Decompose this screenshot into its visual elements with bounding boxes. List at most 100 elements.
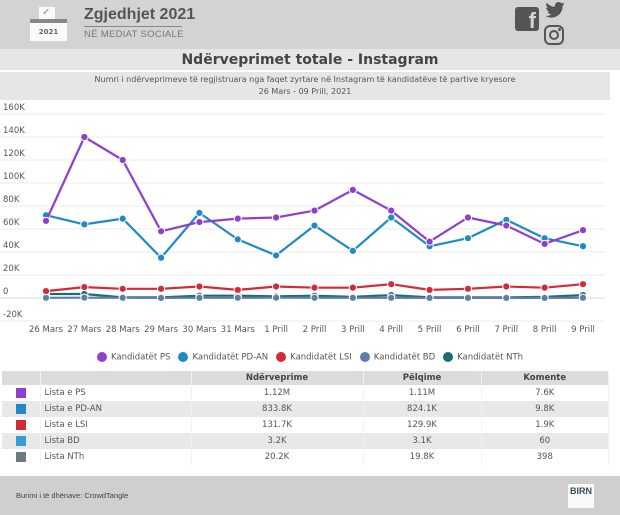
x-tick-label: 30 Mars [182, 325, 217, 335]
legend-label: Kandidatët PD-AN [192, 352, 269, 363]
data-point[interactable] [80, 220, 89, 229]
table-cell-icon [2, 417, 41, 433]
data-point[interactable] [387, 213, 396, 222]
data-point[interactable] [425, 237, 434, 246]
legend-item[interactable]: Kandidatët BD [359, 352, 435, 363]
data-point[interactable] [233, 285, 242, 295]
y-tick-label: 20K [3, 264, 20, 274]
bd-logo-icon [15, 435, 26, 446]
data-point[interactable] [195, 293, 204, 302]
legend-marker [443, 352, 454, 362]
data-point[interactable] [41, 216, 51, 226]
twitter-icon[interactable] [545, 2, 565, 18]
data-point[interactable] [118, 293, 127, 302]
data-point[interactable] [233, 214, 242, 223]
data-point[interactable] [463, 284, 473, 293]
series-kandidat-t-lsi [41, 280, 588, 296]
data-point[interactable] [387, 206, 396, 215]
data-point[interactable] [502, 282, 511, 291]
legend-marker [276, 352, 287, 362]
data-point[interactable] [233, 293, 242, 302]
table-cell-comments: 7.6K [481, 385, 609, 401]
table-header-likes: Pëlqime [363, 371, 482, 385]
data-point[interactable] [348, 283, 357, 292]
y-tick-label: 60K [3, 218, 20, 228]
table-cell-comments: 398 [481, 449, 609, 465]
data-point[interactable] [348, 293, 357, 302]
legend-label: Kandidatët NTh [457, 352, 524, 363]
y-tick-label: 140K [3, 126, 25, 136]
table-cell-name: Lista BD [40, 433, 192, 449]
data-point[interactable] [156, 293, 166, 302]
data-point[interactable] [540, 293, 549, 302]
footer: Burimi i të dhënave: CrowdTangle BIRN [0, 476, 620, 515]
legend-item[interactable]: Kandidatët LSI [276, 352, 352, 363]
data-point[interactable] [578, 226, 588, 235]
data-point[interactable] [387, 293, 396, 302]
data-point[interactable] [118, 214, 127, 223]
table-cell-comments: 9.8K [481, 401, 609, 417]
table-cell-interactions: 1.12M [191, 385, 364, 401]
data-point[interactable] [540, 239, 549, 249]
data-point[interactable] [272, 282, 281, 291]
data-point[interactable] [540, 283, 549, 292]
data-point[interactable] [272, 293, 281, 302]
table-cell-interactions: 833.8K [191, 401, 364, 417]
table-cell-name: Lista e PS [40, 385, 192, 401]
data-point[interactable] [578, 242, 588, 251]
data-point[interactable] [502, 293, 511, 302]
table-header-icon [2, 371, 41, 385]
legend-item[interactable]: Kandidatët PS [96, 352, 171, 363]
data-point[interactable] [463, 234, 473, 243]
data-point[interactable] [195, 282, 204, 291]
data-point[interactable] [272, 251, 281, 260]
data-point[interactable] [195, 218, 204, 227]
legend-marker [96, 352, 107, 362]
data-point[interactable] [348, 246, 357, 255]
data-point[interactable] [310, 206, 319, 215]
data-point[interactable] [463, 293, 473, 302]
data-point[interactable] [156, 253, 166, 262]
data-point[interactable] [310, 221, 319, 230]
table-cell-name: Lista e LSI [40, 417, 192, 433]
legend-marker [359, 352, 370, 362]
data-point[interactable] [463, 213, 473, 222]
instagram-icon[interactable] [544, 25, 564, 45]
data-point[interactable] [118, 155, 127, 165]
x-tick-label: 2 Prill [303, 325, 327, 335]
data-point[interactable] [387, 280, 396, 289]
pd-logo-icon [15, 403, 26, 414]
chart-subtitle-line1: Numri i ndërveprimeve të regjistruara ng… [94, 75, 516, 84]
facebook-icon[interactable]: f [515, 7, 539, 31]
data-point[interactable] [80, 293, 89, 302]
table-cell-icon [2, 385, 41, 401]
data-point[interactable] [233, 235, 242, 244]
data-point[interactable] [578, 293, 588, 302]
y-tick-label: 120K [3, 149, 25, 159]
birn-logo[interactable]: BIRN [568, 484, 594, 508]
legend-label: Kandidatët PS [110, 352, 171, 363]
data-point[interactable] [156, 284, 166, 293]
data-point[interactable] [348, 185, 357, 195]
table-row: Lista e PD-AN 833.8K 824.1K 9.8K [2, 401, 609, 417]
data-point[interactable] [578, 280, 588, 289]
data-point[interactable] [272, 213, 281, 222]
data-point[interactable] [80, 132, 89, 142]
chart-subtitle: Numri i ndërveprimeve të regjistruara ng… [0, 72, 610, 100]
data-point[interactable] [118, 284, 127, 293]
data-point[interactable] [80, 282, 89, 292]
table-header-row: Ndërveprime Pëlqime Komente [2, 371, 609, 385]
data-point[interactable] [425, 293, 434, 302]
data-point[interactable] [156, 227, 166, 236]
y-tick-label: 160K [3, 103, 25, 113]
data-point[interactable] [195, 208, 204, 218]
data-point[interactable] [310, 283, 319, 292]
legend-item[interactable]: Kandidatët NTh [443, 352, 523, 363]
data-point[interactable] [310, 293, 319, 302]
legend-item[interactable]: Kandidatët PD-AN [178, 352, 268, 363]
data-point[interactable] [41, 287, 51, 296]
data-point[interactable] [502, 221, 511, 230]
data-point[interactable] [425, 285, 434, 295]
table-header-name [40, 371, 192, 385]
data-point[interactable] [41, 293, 51, 302]
